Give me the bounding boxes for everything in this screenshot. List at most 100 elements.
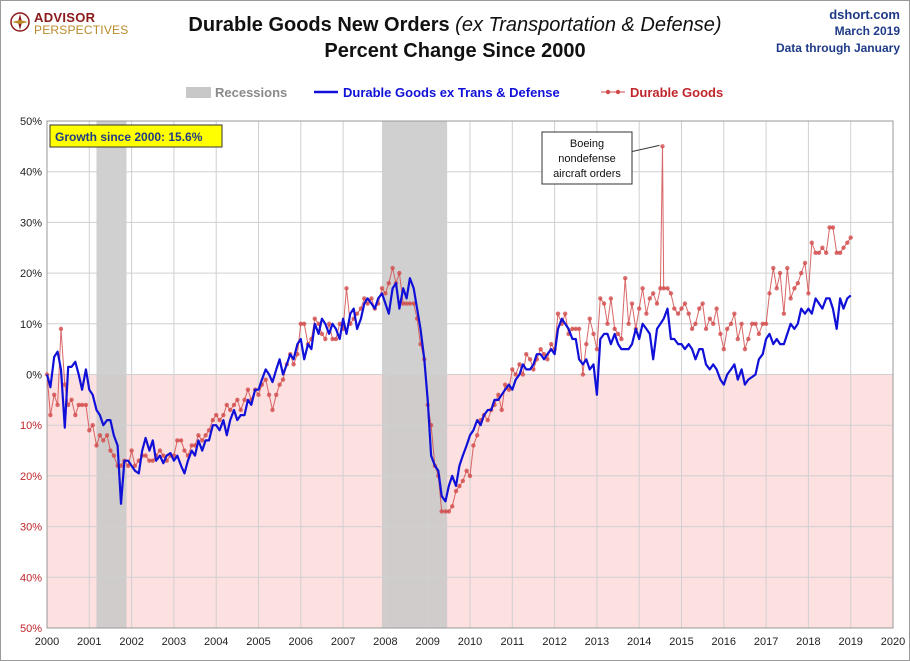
point-durable-goods [221,412,226,418]
y-tick-label: 50% [20,116,42,128]
x-tick-label: 2011 [500,636,524,648]
point-durable-goods [650,291,656,296]
point-durable-goods [774,286,779,291]
x-tick-label: 2001 [77,636,101,648]
point-durable-goods [584,341,589,347]
point-durable-goods [608,296,614,301]
point-durable-goods [200,438,205,443]
point-durable-goods [274,392,279,397]
point-durable-goods [703,326,709,332]
point-durable-goods [301,321,307,326]
x-tick-label: 2014 [627,636,651,648]
point-durable-goods [531,367,536,372]
point-durable-goods [682,301,688,306]
y-tick-label: 40% [20,167,42,179]
point-durable-goods [612,326,617,332]
point-durable-goods [640,286,645,291]
point-durable-goods [647,296,652,301]
point-durable-goods [777,270,783,276]
point-durable-goods [724,326,730,332]
point-durable-goods [94,443,99,448]
point-durable-goods [672,306,677,311]
growth-callout-box [49,124,223,148]
y-tick-label: 0% [26,370,42,382]
point-durable-goods [182,448,187,453]
x-tick-label: 2000 [35,636,59,648]
x-tick-label: 2017 [754,636,778,648]
point-durable-goods [443,509,448,514]
point-durable-goods [845,240,850,245]
point-durable-goods [570,326,575,332]
source-date: March 2019 [834,24,900,38]
point-durable-goods [739,321,744,326]
point-durable-goods [510,367,515,372]
point-durable-goods [270,407,275,413]
point-durable-goods [714,306,719,311]
point-durable-goods [277,382,282,387]
point-durable-goods [48,412,53,418]
point-durable-goods [827,225,832,230]
point-durable-goods [143,453,148,458]
point-durable-goods [51,392,57,397]
point-durable-goods [820,245,825,250]
point-durable-goods [231,402,237,408]
x-tick-label: 2009 [415,636,439,648]
point-durable-goods [605,321,610,326]
point-durable-goods [562,311,568,316]
x-tick-label: 2020 [881,636,905,648]
point-durable-goods [591,331,596,337]
point-durable-goods [147,458,152,463]
point-durable-goods [390,265,395,271]
advisor-perspectives-logo: ADVISOR PERSPECTIVES [10,10,140,37]
y-tick-label: 30% [20,217,42,229]
point-durable-goods [760,321,765,326]
point-durable-goods [658,286,663,291]
point-durable-goods [848,235,853,240]
point-durable-goods [101,438,106,443]
point-durable-goods [499,407,504,413]
point-durable-goods [781,311,787,316]
point-durable-goods [446,509,452,514]
point-durable-goods [235,397,240,403]
point-durable-goods [721,346,726,352]
point-durable-goods [79,402,85,408]
title-italic: (ex Transportation & Defense) [455,14,722,36]
point-durable-goods [707,316,713,321]
point-durable-goods [97,433,103,438]
point-durable-goods [467,473,473,479]
point-durable-goods [87,428,92,433]
y-tick-label: 40% [20,572,42,584]
point-durable-goods [594,346,600,352]
logo-line1: ADVISOR [34,10,96,25]
point-durable-goods [210,417,216,423]
point-durable-goods [280,377,286,382]
point-durable-goods [679,306,684,311]
point-durable-goods [157,448,163,453]
legend-swatch-recessions [186,87,211,98]
point-durable-goods [178,438,184,443]
point-durable-goods [464,468,469,474]
point-durable-goods [291,362,296,367]
y-tick-label: 20% [20,268,42,280]
point-durable-goods [524,352,529,357]
point-durable-goods [365,301,370,306]
point-durable-goods [693,321,698,326]
x-tick-label: 2003 [162,636,186,648]
point-durable-goods [527,357,533,362]
point-durable-goods [386,281,391,286]
chart-subtitle: Percent Change Since 2000 [324,40,586,62]
point-durable-goods [312,316,317,321]
point-durable-goods [802,260,808,266]
point-durable-goods [161,453,166,458]
y-tick-label: 10% [20,319,42,331]
x-tick-label: 2012 [542,636,566,648]
point-durable-goods [404,301,409,306]
point-durable-goods [453,488,459,494]
point-durable-goods [823,250,829,256]
point-durable-goods [457,483,462,489]
point-durable-goods [788,296,793,301]
point-durable-goods [196,433,201,438]
point-durable-goods [471,443,476,448]
point-durable-goods [411,301,416,306]
series-line-core-durable-goods [45,277,852,505]
